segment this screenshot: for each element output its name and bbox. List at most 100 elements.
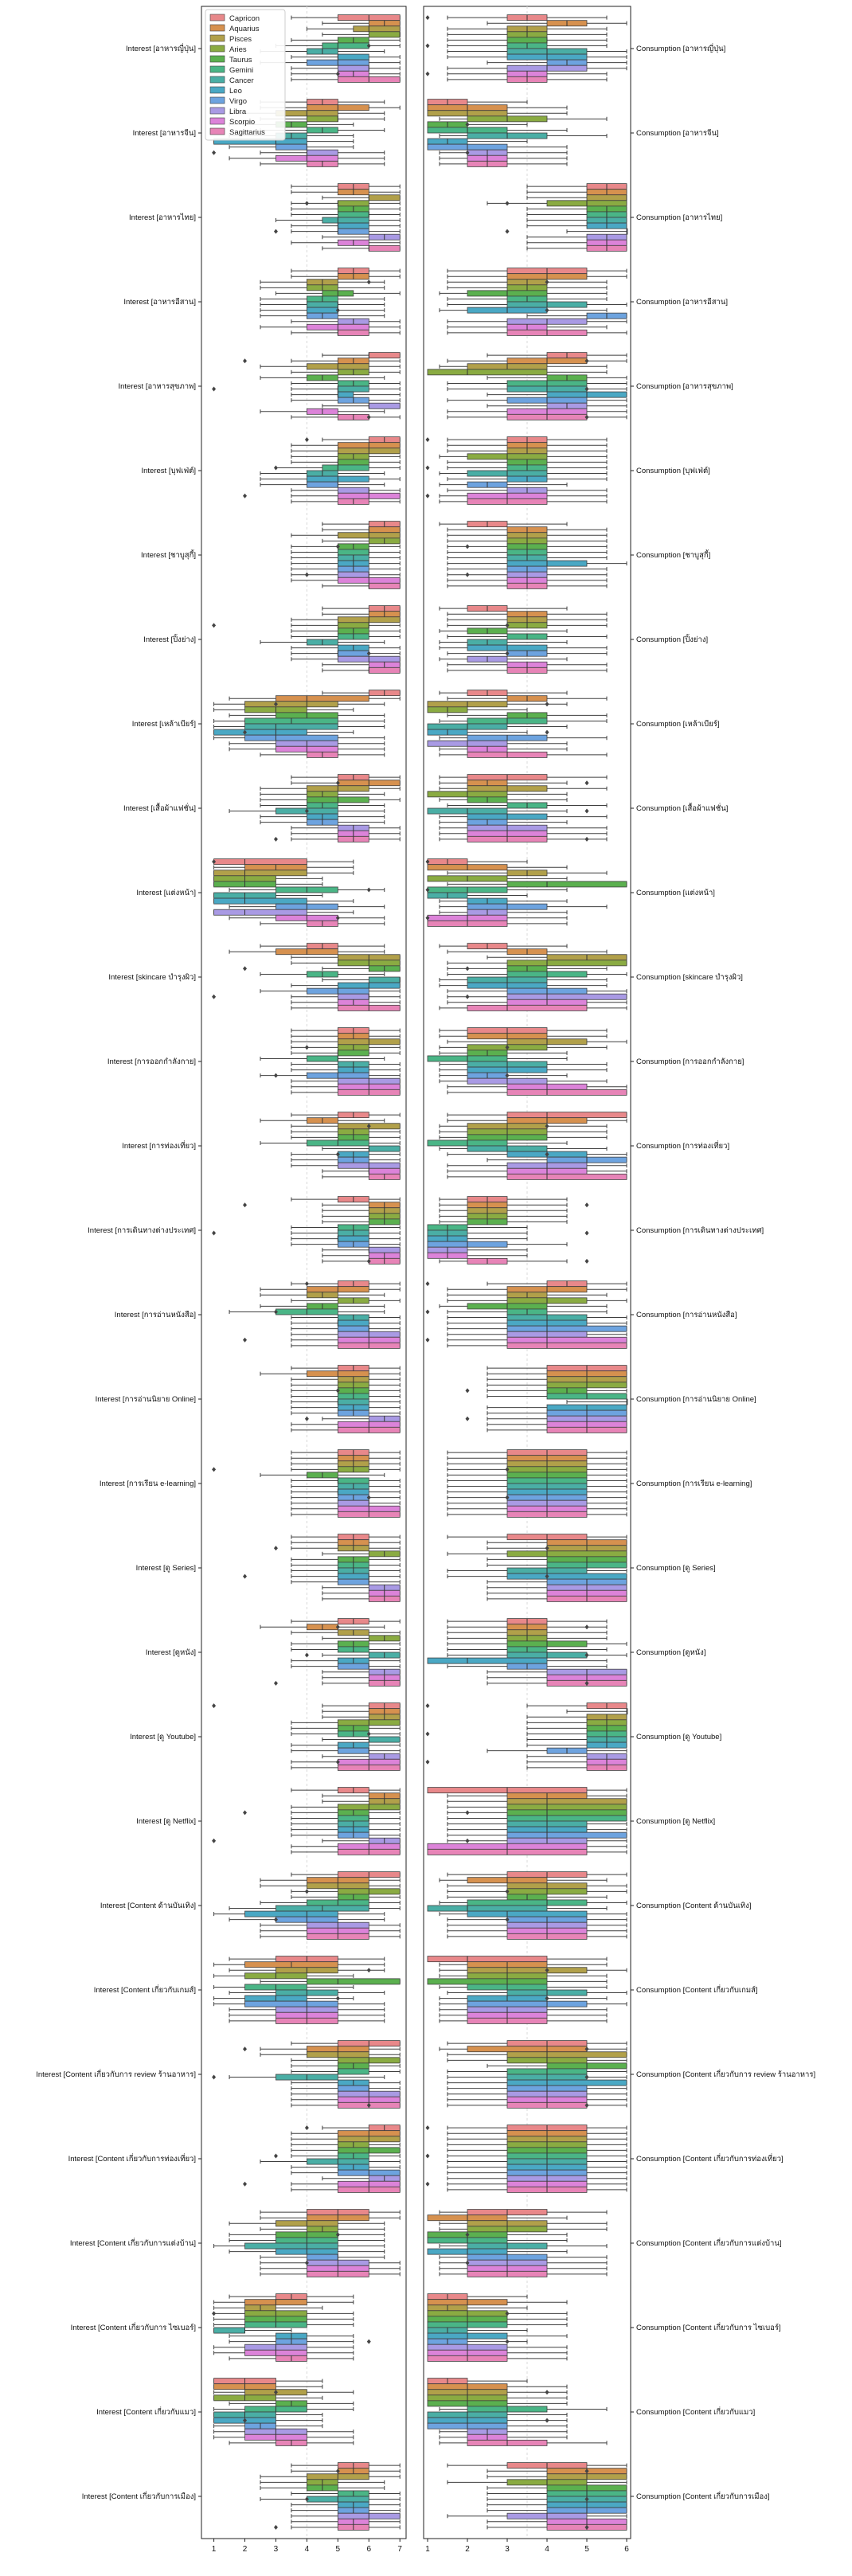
- right-outlier: [425, 43, 430, 49]
- right-box: [506, 2051, 627, 2058]
- left-outlier: [366, 651, 371, 656]
- right-box: [427, 1657, 548, 1664]
- right-outlier: [425, 437, 430, 443]
- left-box: [368, 976, 401, 983]
- right-outlier: [545, 2418, 549, 2423]
- right-category-label: Consumption [การอ่านนิยาย Online]: [636, 1395, 756, 1404]
- left-box: [337, 2068, 369, 2075]
- legend-swatch: [209, 96, 225, 104]
- left-outlier: [212, 994, 217, 999]
- left-box: [368, 244, 401, 252]
- right-outlier: [425, 1731, 430, 1737]
- legend-label: Gemini: [229, 66, 253, 75]
- left-outlier: [335, 1388, 340, 1394]
- right-category-label: Consumption [skincare บำรุงผิว]: [636, 973, 743, 982]
- left-xtick-label: 6: [366, 2545, 371, 2554]
- legend-swatch: [209, 117, 225, 125]
- legend-label: Cancer: [229, 76, 254, 85]
- right-category-label: Consumption [การออกกำลังกาย]: [636, 1057, 744, 1066]
- right-outlier: [425, 1309, 430, 1315]
- left-outlier: [366, 279, 371, 285]
- right-outlier: [425, 915, 430, 921]
- right-outlier: [584, 414, 589, 420]
- left-box: [244, 2000, 338, 2007]
- left-outlier: [212, 1467, 217, 1472]
- left-outlier: [335, 307, 340, 313]
- left-outlier: [304, 1889, 309, 1894]
- right-outlier: [584, 1202, 589, 1208]
- left-box: [244, 734, 338, 741]
- left-category-label: Interest [อาหารอีสาน]: [123, 297, 196, 307]
- right-outlier: [545, 307, 549, 313]
- left-box: [276, 143, 307, 150]
- right-outlier: [505, 201, 510, 206]
- left-outlier: [243, 729, 248, 735]
- right-category-label: Consumption [Content เกี่ยวกับการ review…: [636, 2069, 815, 2079]
- left-category-label: Interest [ปิ้งย่าง]: [143, 634, 196, 644]
- left-outlier: [212, 386, 217, 392]
- legend-swatch: [209, 107, 225, 115]
- left-box: [337, 385, 369, 393]
- left-outlier: [273, 1309, 278, 1315]
- right-box: [506, 993, 627, 1000]
- left-outlier: [212, 2074, 217, 2080]
- right-box: [467, 1004, 588, 1011]
- left-outlier: [366, 1731, 371, 1737]
- right-box: [586, 194, 627, 201]
- right-outlier: [584, 808, 589, 814]
- left-outlier: [273, 1917, 278, 1922]
- left-box: [337, 53, 369, 61]
- right-category-label: Consumption [ชาบูสุกี้]: [636, 549, 710, 560]
- left-box: [368, 1736, 401, 1743]
- left-category-label: Interest [เหล้าเบียร์]: [132, 719, 196, 729]
- left-outlier: [366, 2102, 371, 2108]
- right-xtick-label: 6: [624, 2545, 629, 2554]
- right-outlier: [425, 859, 430, 865]
- left-box: [213, 858, 307, 866]
- right-category-label: Consumption [อาหารจีน]: [636, 128, 719, 138]
- right-box: [467, 1967, 588, 1974]
- right-xtick-label: 3: [505, 2545, 510, 2554]
- left-outlier: [243, 1337, 248, 1343]
- right-outlier: [584, 1680, 589, 1686]
- left-category-label: Interest [Content เกี่ยวกับการแต่งบ้าน]: [70, 2238, 196, 2248]
- right-outlier: [584, 2046, 589, 2052]
- left-outlier: [273, 1073, 278, 1078]
- right-outlier: [465, 2232, 470, 2238]
- left-category-label: Interest [การออกกำลังกาย]: [107, 1057, 196, 1066]
- right-category-label: Consumption [บุฟเฟ่ต์]: [636, 466, 710, 475]
- left-outlier: [243, 2181, 248, 2187]
- right-box: [506, 2079, 627, 2086]
- left-outlier: [243, 358, 248, 364]
- right-outlier: [465, 150, 470, 155]
- left-box: [337, 1325, 369, 1332]
- left-outlier: [366, 43, 371, 49]
- left-box: [337, 650, 369, 657]
- left-box: [337, 228, 369, 235]
- left-box: [244, 723, 338, 730]
- left-category-label: Interest [การท่องเที่ยว]: [122, 1140, 196, 1151]
- right-outlier: [505, 623, 510, 628]
- left-box: [322, 217, 369, 224]
- left-box: [244, 1910, 338, 1917]
- left-box: [337, 1573, 369, 1580]
- left-box: [244, 701, 338, 708]
- right-outlier: [584, 1258, 589, 1264]
- left-category-label: Interest [การอ่านนิยาย Online]: [96, 1395, 196, 1404]
- left-box: [337, 222, 369, 229]
- right-outlier: [505, 1495, 510, 1500]
- left-box: [368, 666, 401, 674]
- left-outlier: [243, 1202, 248, 1208]
- right-outlier: [584, 836, 589, 842]
- right-outlier: [545, 1968, 549, 1973]
- left-box: [337, 549, 369, 556]
- legend-swatch: [209, 55, 225, 63]
- right-category-label: Consumption [อาหารไทย]: [636, 213, 722, 222]
- legend-label: Leo: [229, 87, 242, 96]
- right-outlier: [505, 651, 510, 656]
- left-category-label: Interest [Content เกี่ยวกับการ review ร้…: [36, 2069, 196, 2079]
- left-box: [306, 1055, 338, 1062]
- left-xtick-label: 5: [336, 2545, 341, 2554]
- left-box: [337, 1319, 369, 1327]
- left-outlier: [304, 808, 309, 814]
